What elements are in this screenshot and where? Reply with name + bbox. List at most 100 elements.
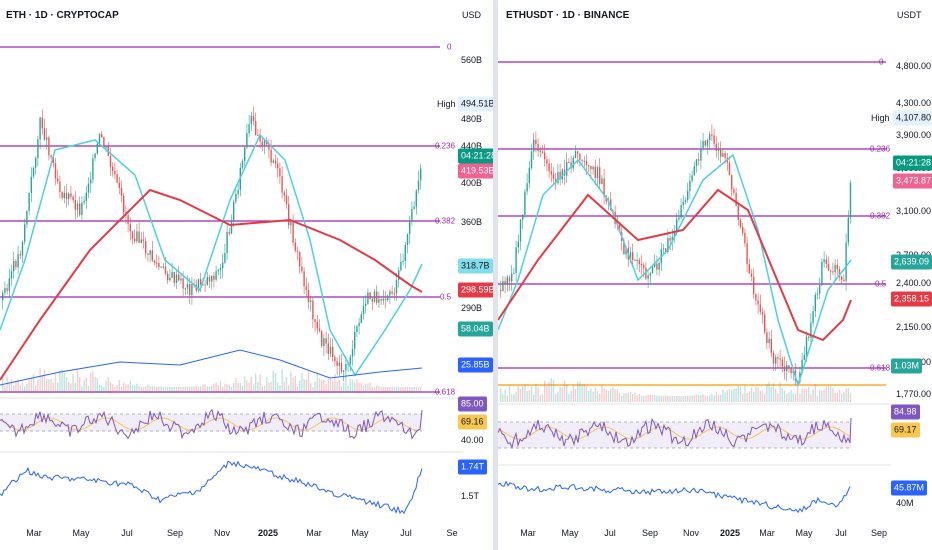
volume-bar — [502, 394, 504, 402]
volume-bar — [114, 386, 116, 393]
volume-bar — [316, 373, 318, 393]
left-fib-label-0618: 0.618 — [435, 387, 456, 397]
left-osc-tag: 1.74T — [458, 459, 488, 475]
candle-body — [526, 183, 528, 192]
volume-bar — [8, 382, 10, 393]
right-chart-panel[interactable]: ETHUSDT · 1D · BINANCE USDT 4,800.00 4,3… — [498, 0, 932, 550]
right-high-label: High — [871, 113, 890, 123]
candle-body — [415, 190, 417, 207]
candle-body — [684, 200, 687, 203]
volume-bar — [15, 381, 17, 393]
volume-bar — [539, 395, 541, 402]
candle-body — [321, 330, 323, 347]
left-chart-title[interactable]: ETH · 1D · CRYPTOCAP — [6, 10, 119, 21]
volume-bar — [757, 387, 759, 402]
volume-bar — [797, 385, 799, 402]
volume-bar — [189, 386, 191, 393]
volume-bar — [162, 386, 164, 393]
candle-body — [746, 243, 748, 265]
right-chart-title[interactable]: ETHUSDT · 1D · BINANCE — [506, 10, 630, 21]
candle-body — [24, 224, 26, 242]
left-chart-panel[interactable]: ETH · 1D · CRYPTOCAP USD 560B 480B 440B … — [0, 0, 493, 550]
volume-bar — [766, 384, 768, 402]
volume-bar — [823, 389, 825, 402]
right-chart-canvas[interactable] — [498, 0, 932, 550]
candle-body — [711, 134, 713, 136]
left-chart-canvas[interactable] — [0, 0, 493, 550]
volume-bar — [638, 394, 640, 402]
candle-body — [120, 187, 123, 196]
candle-body — [296, 250, 299, 253]
volume-bar — [215, 382, 217, 393]
candle-body — [570, 162, 572, 169]
volume-bar — [786, 393, 788, 402]
candle-body — [70, 193, 72, 197]
volume-bar — [10, 378, 13, 393]
volume-bar — [506, 395, 508, 402]
candle-body — [731, 175, 733, 190]
right-currency-label[interactable]: USDT — [897, 10, 922, 20]
left-currency-label[interactable]: USD — [462, 10, 482, 20]
volume-bar — [411, 386, 413, 393]
panel-divider[interactable] — [493, 0, 498, 550]
volume-bar — [777, 393, 779, 402]
candle-body — [788, 365, 790, 369]
volume-bar — [621, 395, 623, 402]
left-time-tick: Sep — [166, 528, 184, 538]
candle-body — [145, 241, 147, 254]
volume-bar — [147, 384, 149, 393]
candle-body — [318, 328, 321, 331]
candle-body — [417, 180, 420, 191]
candle-body — [722, 153, 724, 157]
volume-bar — [318, 378, 321, 393]
candle-body — [292, 222, 294, 243]
volume-bar — [156, 386, 158, 393]
candle-body — [649, 273, 651, 276]
volume-bar — [783, 390, 786, 402]
right-fib-label-0236: 0.236 — [870, 144, 891, 154]
left-high-value-tag: 494.51B — [458, 96, 493, 112]
volume-bar — [169, 386, 171, 393]
candle-body — [43, 128, 46, 140]
volume-bar — [270, 381, 272, 393]
volume-bar — [63, 373, 65, 393]
volume-bar — [830, 386, 832, 402]
candle-body — [654, 263, 656, 267]
candle-body — [79, 203, 81, 216]
volume-bar — [118, 380, 120, 393]
volume-bar — [838, 389, 841, 402]
candle-body — [219, 268, 222, 271]
candle-body — [285, 195, 288, 205]
candle-body — [37, 139, 39, 159]
candle-body — [555, 178, 557, 184]
volume-bar — [522, 386, 524, 402]
volume-bar — [292, 377, 294, 393]
candle-body — [197, 279, 200, 291]
candle-body — [230, 221, 233, 234]
volume-bar — [57, 382, 59, 393]
candle-body — [376, 291, 378, 303]
right-price-tick: 2,150.00 — [896, 322, 932, 332]
oscillator-line — [498, 480, 851, 514]
candle-body — [312, 300, 314, 320]
volume-bar — [816, 395, 819, 402]
volume-bar — [244, 376, 246, 393]
volume-bar — [314, 381, 316, 393]
candle-body — [583, 160, 585, 162]
volume-bar — [354, 382, 356, 393]
volume-bar — [76, 369, 79, 393]
volume-bar — [153, 386, 156, 393]
volume-bar — [808, 386, 810, 402]
volume-bar — [391, 386, 393, 393]
candle-body — [823, 259, 825, 262]
candle-body — [535, 139, 537, 145]
ma-slow-line — [498, 188, 852, 342]
volume-bar — [43, 369, 46, 393]
candle-body — [76, 203, 79, 210]
candle-body — [702, 140, 704, 148]
candle-body — [511, 273, 513, 282]
volume-bar — [107, 377, 109, 393]
candle-body — [594, 166, 596, 179]
volume-bar — [614, 389, 616, 402]
volume-bar — [550, 378, 552, 402]
